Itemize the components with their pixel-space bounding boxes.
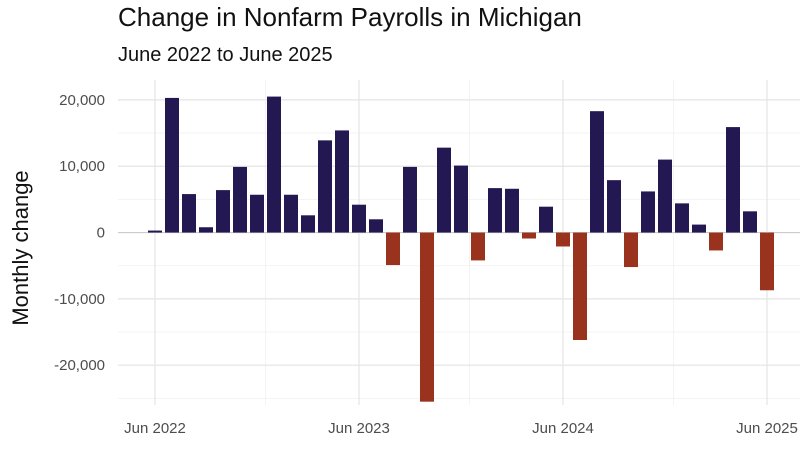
bar-2022-10 (216, 190, 230, 233)
y-axis-ticks: -20,000 -10,000 0 10,000 20,000 (54, 92, 105, 374)
bar-2024-01 (471, 232, 485, 261)
chart-title: Change in Nonfarm Payrolls in Michigan (118, 2, 582, 32)
bar-2024-09 (607, 180, 621, 233)
bar-2024-07 (573, 232, 587, 340)
x-tick-label: Jun 2023 (328, 420, 390, 437)
bar-2022-08 (182, 194, 196, 233)
bar-2023-04 (318, 140, 332, 233)
bar-2024-03 (505, 188, 519, 233)
bar-2025-04 (726, 127, 740, 233)
bar-2024-12 (658, 159, 672, 233)
bar-2023-02 (284, 194, 298, 233)
bar-2023-11 (437, 147, 451, 233)
bar-2023-09 (403, 166, 417, 233)
y-tick-label: 10,000 (59, 158, 105, 175)
bar-2022-09 (199, 227, 213, 233)
bar-2023-03 (301, 215, 315, 233)
x-tick-label: Jun 2024 (532, 420, 594, 437)
x-tick-label: Jun 2022 (124, 420, 186, 437)
bar-2023-10 (420, 232, 434, 402)
y-tick-label: 0 (97, 225, 105, 242)
bar-2025-01 (675, 203, 689, 233)
bar-2022-11 (233, 166, 247, 233)
x-axis-ticks: Jun 2022 Jun 2023 Jun 2024 Jun 2025 (124, 420, 798, 437)
bar-2024-10 (624, 232, 638, 268)
bar-2022-06 (148, 230, 162, 233)
bar-2024-04 (522, 232, 536, 239)
bar-2023-12 (454, 165, 468, 233)
bar-2025-06 (760, 232, 774, 291)
bar-2024-02 (488, 188, 502, 233)
grid (118, 80, 800, 405)
bar-2023-08 (386, 232, 400, 266)
bar-2024-11 (641, 191, 655, 233)
bars (148, 96, 774, 402)
bar-2025-05 (743, 211, 757, 233)
bar-2022-12 (250, 194, 264, 233)
y-tick-label: -10,000 (54, 291, 105, 308)
bar-2023-07 (369, 219, 383, 233)
bar-2024-06 (556, 232, 570, 247)
bar-2023-05 (335, 130, 349, 233)
x-tick-label: Jun 2025 (736, 420, 798, 437)
bar-2025-03 (709, 232, 723, 251)
bar-2023-01 (267, 96, 281, 233)
y-tick-label: -20,000 (54, 357, 105, 374)
bar-2024-05 (539, 206, 553, 233)
y-tick-label: 20,000 (59, 92, 105, 109)
bar-2025-02 (692, 224, 706, 233)
y-axis-title: Monthly change (8, 170, 33, 325)
bar-2023-06 (352, 204, 366, 233)
bar-2022-07 (165, 97, 179, 233)
bar-2024-08 (590, 111, 604, 233)
chart-subtitle: June 2022 to June 2025 (118, 44, 333, 66)
